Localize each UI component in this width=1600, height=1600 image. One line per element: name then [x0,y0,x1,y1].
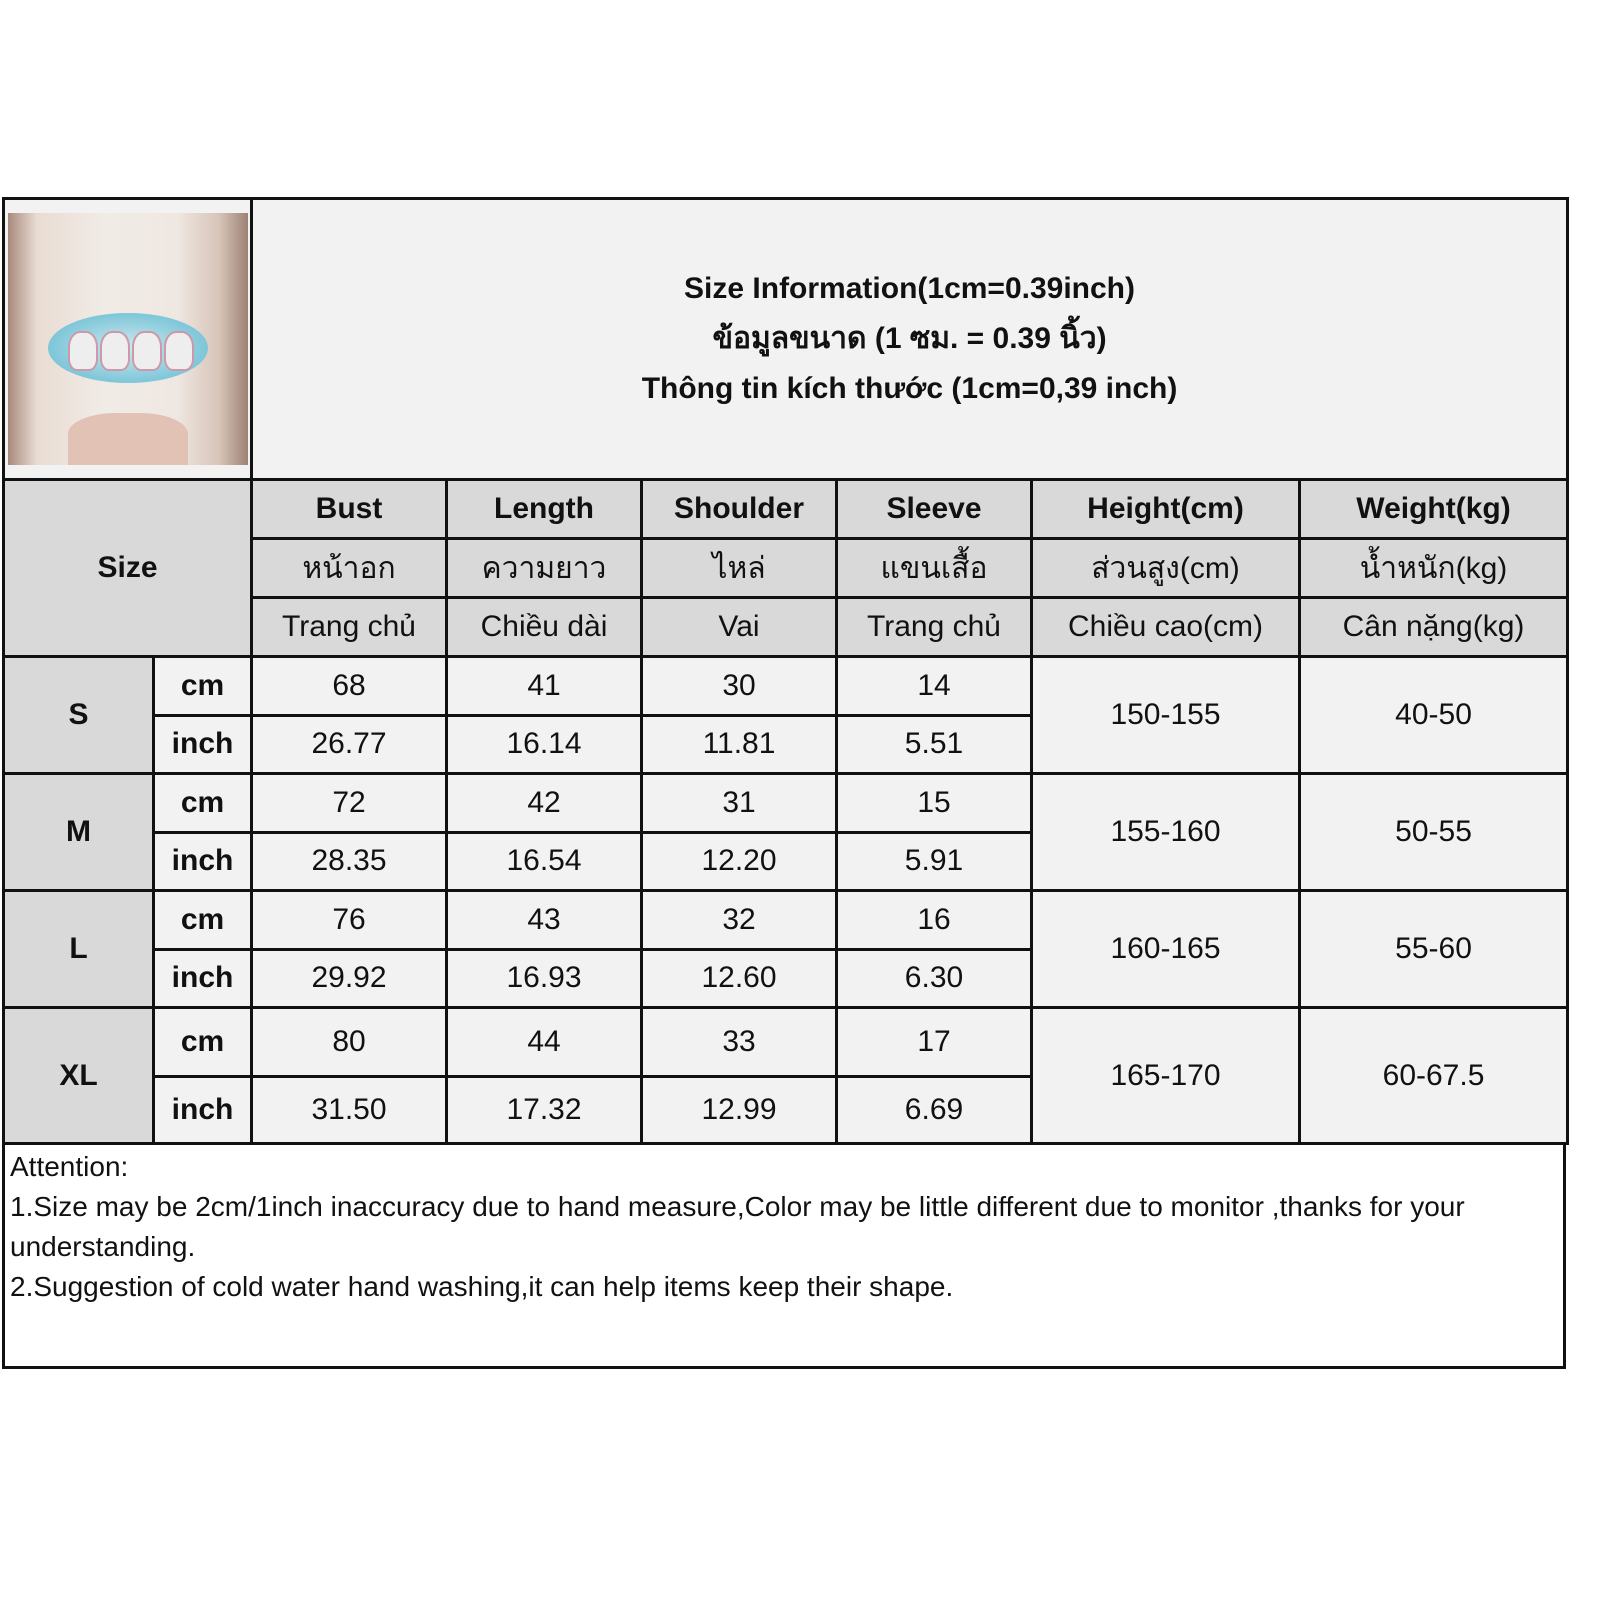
measurement-value: 17 [835,1006,1033,1078]
measurement-value: 68 [250,655,448,717]
size-label: XL [2,1006,155,1145]
height-range: 165-170 [1030,1006,1301,1145]
column-header-vi: Trang chủ [250,596,448,658]
measurement-value: 28.35 [250,830,448,892]
measurement-value: 12.99 [640,1075,838,1145]
measurement-value: 42 [445,772,643,834]
height-range: 155-160 [1030,772,1301,892]
column-header-th: ส่วนสูง(cm) [1030,537,1301,599]
measurement-value: 80 [250,1006,448,1078]
measurement-value: 16 [835,889,1033,951]
weight-range: 60-67.5 [1297,1006,1570,1145]
measurement-value: 5.51 [835,713,1033,775]
unit-label: cm [152,1006,253,1078]
size-chart-table: Size Information(1cm=0.39inch) ข้อมูลขนา… [2,197,1570,1145]
product-photo-cell [2,197,253,481]
column-header-en: Bust [250,478,448,540]
attention-note-1: 1.Size may be 2cm/1inch inaccuracy due t… [10,1191,1465,1262]
attention-heading: Attention: [10,1151,129,1182]
column-header-vi: Chiều cao(cm) [1030,596,1301,658]
size-label: S [2,655,155,775]
size-header: Size [2,478,253,658]
measurement-value: 11.81 [640,713,838,775]
measurement-value: 29.92 [250,947,448,1009]
column-header-th: น้ำหนัก(kg) [1297,537,1570,599]
measurement-value: 16.93 [445,947,643,1009]
title-english: Size Information(1cm=0.39inch) [684,272,1135,305]
unit-label: cm [152,655,253,717]
table-row: inch 28.35 16.54 12.20 5.91 [4,830,1568,892]
measurement-value: 32 [640,889,838,951]
table-row: inch 31.50 17.32 12.99 6.69 [4,1075,1568,1145]
column-header-th: แขนเสื้อ [835,537,1033,599]
column-header-en: Sleeve [835,478,1033,540]
measurement-value: 31.50 [250,1075,448,1145]
column-header-en: Length [445,478,643,540]
unit-label: inch [152,830,253,892]
table-row: inch 29.92 16.93 12.60 6.30 [4,947,1568,1009]
measurement-value: 5.91 [835,830,1033,892]
column-header-vi: Chiều dài [445,596,643,658]
measurement-value: 14 [835,655,1033,717]
weight-range: 40-50 [1297,655,1570,775]
size-label: M [2,772,155,892]
measurement-value: 33 [640,1006,838,1078]
column-header-en: Height(cm) [1030,478,1301,540]
height-range: 160-165 [1030,889,1301,1009]
measurement-value: 72 [250,772,448,834]
unit-label: inch [152,1075,253,1145]
measurement-value: 6.30 [835,947,1033,1009]
table-row: inch 26.77 16.14 11.81 5.51 [4,713,1568,775]
measurement-value: 6.69 [835,1075,1033,1145]
measurement-value: 41 [445,655,643,717]
column-header-en: Shoulder [640,478,838,540]
measurement-value: 12.20 [640,830,838,892]
column-header-vi: Cân nặng(kg) [1297,596,1570,658]
size-label: L [2,889,155,1009]
column-header-th: ไหล่ [640,537,838,599]
column-header-vi: Vai [640,596,838,658]
height-range: 150-155 [1030,655,1301,775]
measurement-value: 15 [835,772,1033,834]
title-thai: ข้อมูลขนาด (1 ซม. = 0.39 นิ้ว) [712,322,1107,355]
measurement-value: 12.60 [640,947,838,1009]
measurement-value: 30 [640,655,838,717]
weight-range: 55-60 [1297,889,1570,1009]
attention-notes: Attention: 1.Size may be 2cm/1inch inacc… [2,1143,1566,1369]
unit-label: inch [152,947,253,1009]
measurement-value: 44 [445,1006,643,1078]
title-vietnamese: Thông tin kích thước (1cm=0,39 inch) [641,372,1178,405]
measurement-value: 16.54 [445,830,643,892]
measurement-value: 76 [250,889,448,951]
column-header-th: ความยาว [445,537,643,599]
table-row: XL cm 80 44 33 17 165-170 60-67.5 [2,1006,1570,1145]
measurement-value: 26.77 [250,713,448,775]
measurement-value: 43 [445,889,643,951]
attention-note-2: 2.Suggestion of cold water hand washing,… [10,1271,954,1302]
unit-label: inch [152,713,253,775]
measurement-value: 17.32 [445,1075,643,1145]
column-header-th: หน้าอก [250,537,448,599]
chart-title: Size Information(1cm=0.39inch) ข้อมูลขนา… [249,197,1570,481]
measurement-value: 31 [640,772,838,834]
unit-label: cm [152,772,253,834]
column-header-en: Weight(kg) [1297,478,1570,540]
column-header-vi: Trang chủ [835,596,1033,658]
weight-range: 50-55 [1297,772,1570,892]
product-photo [7,213,248,465]
measurement-value: 16.14 [445,713,643,775]
unit-label: cm [152,889,253,951]
